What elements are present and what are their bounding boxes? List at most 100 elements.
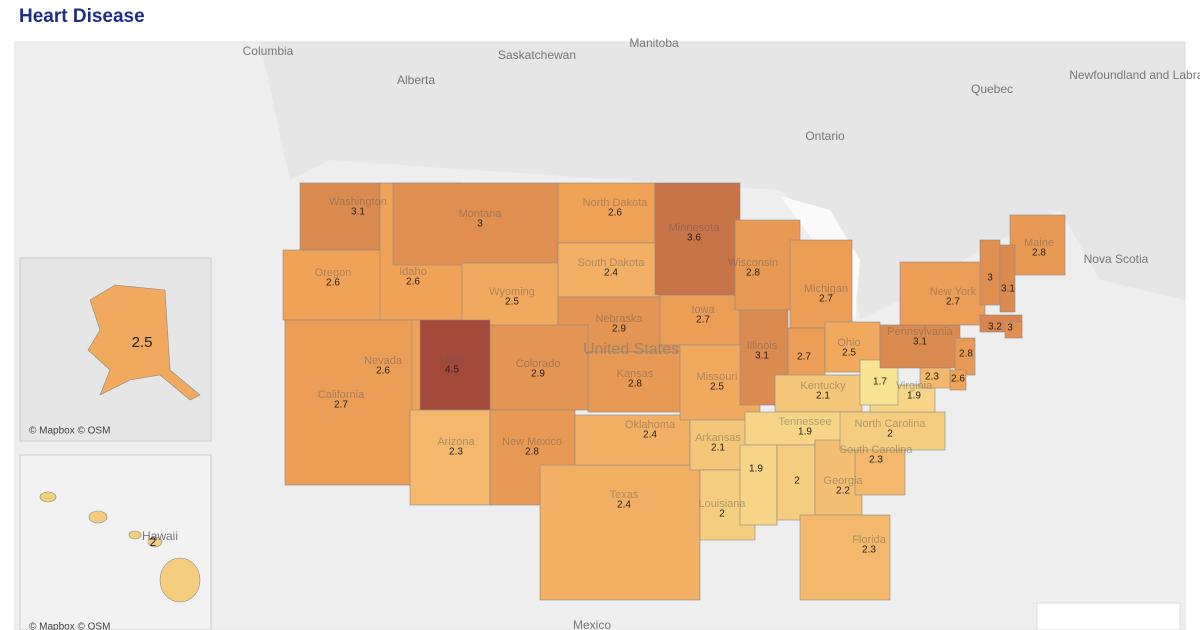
basemap-label: Quebec [971, 82, 1013, 96]
state-value: 2.7 [797, 352, 811, 363]
basemap-label: Manitoba [629, 36, 679, 50]
state-name: Louisiana [698, 498, 746, 510]
state-value: 2.8 [1032, 248, 1046, 259]
state [899, 261, 986, 326]
state [282, 249, 383, 321]
state-name: South Dakota [578, 257, 646, 269]
state-value: 3 [987, 273, 993, 284]
state-value: 2.8 [525, 447, 539, 458]
hawaii-inset [19, 454, 212, 630]
state-value: 1.9 [907, 391, 921, 402]
state-name: Florida [852, 534, 887, 546]
dashboard-title: Heart Disease [19, 6, 145, 27]
state [1004, 321, 1023, 339]
hawaii-island [128, 530, 142, 540]
state-name: New York [930, 286, 977, 298]
state-name: Nevada [364, 355, 403, 367]
state-name: Maine [1024, 237, 1054, 249]
state [557, 242, 661, 298]
state-name: Georgia [823, 475, 863, 487]
basemap-label: Newfoundland and Labrador [1069, 68, 1200, 82]
state-name: South Carolina [840, 444, 914, 456]
basemap-label: Saskatchewan [498, 48, 576, 62]
state [539, 464, 701, 601]
state-name: Wisconsin [728, 257, 778, 269]
state-value: 2.9 [612, 324, 626, 335]
state-value: 3.1 [913, 337, 927, 348]
hawaii-value: 2 [150, 535, 157, 549]
state-name: Tennessee [778, 416, 831, 428]
state-value: 2.4 [604, 268, 618, 279]
state-name: Illinois [747, 340, 778, 352]
state-name: Arizona [437, 436, 475, 448]
state [1009, 214, 1066, 276]
state [284, 319, 413, 486]
state-value: 2.7 [819, 294, 833, 305]
state-value: 2.7 [696, 315, 710, 326]
alaska-shape [87, 284, 201, 401]
state-name: North Carolina [855, 418, 927, 430]
state [587, 351, 691, 413]
state-value: 3.1 [1001, 284, 1015, 295]
state-name: Colorado [516, 358, 561, 370]
state-value: 2.8 [746, 268, 760, 279]
state-value: 2.5 [842, 348, 856, 359]
state-value: 2.1 [711, 443, 725, 454]
state-name: Oklahoma [625, 419, 676, 431]
state-value: 1.7 [873, 377, 887, 388]
map-controls[interactable] [1036, 602, 1181, 630]
state-name: Oregon [315, 267, 352, 279]
state-value: 3 [1007, 323, 1013, 334]
state-value: 2.6 [406, 277, 420, 288]
state [919, 367, 951, 389]
state-value: 1.9 [749, 464, 763, 475]
state-name: Idaho [399, 266, 427, 278]
state-value: 2.4 [617, 500, 631, 511]
attribution: © Mapbox © OSM [29, 426, 110, 437]
state-value: 3 [477, 219, 483, 230]
state [419, 319, 491, 411]
state [659, 294, 741, 346]
state [739, 444, 778, 526]
state-value: 2.8 [628, 379, 642, 390]
state-value: 3.1 [351, 207, 365, 218]
state [654, 182, 741, 296]
state-name: Minnesota [669, 222, 721, 234]
state-value: 2.1 [816, 391, 830, 402]
hawaii-name: Hawaii [142, 529, 178, 543]
state [854, 444, 906, 496]
state-value: 2.3 [449, 447, 463, 458]
state [409, 409, 491, 506]
state-name: California [318, 389, 365, 401]
state-value: 2.4 [643, 430, 657, 441]
state [392, 182, 559, 266]
state-value: 2.8 [959, 349, 973, 360]
state-value: 2.2 [836, 486, 850, 497]
hawaii-island [88, 510, 108, 524]
state-names: Washington Oregon Idaho Montana Wyoming North… [315, 196, 1054, 546]
state-name: Montana [459, 208, 503, 220]
state [299, 182, 381, 251]
state [839, 411, 946, 451]
state-value: 2.6 [326, 278, 340, 289]
state-value: 2.5 [710, 382, 724, 393]
basemap-label: Nova Scotia [1084, 252, 1149, 266]
state-value: 4.5 [445, 365, 459, 376]
basemap-label: Columbia [243, 44, 294, 58]
state-value: 2.3 [862, 545, 876, 556]
state [557, 182, 656, 244]
state-name: Kansas [617, 368, 654, 380]
state-value: 3.1 [755, 351, 769, 362]
state-value: 2 [887, 429, 893, 440]
state-value: 2.6 [608, 208, 622, 219]
state-value: 2.3 [869, 455, 883, 466]
state-value: 1.9 [798, 427, 812, 438]
state-value: 2.3 [925, 372, 939, 383]
state-value: 2.6 [951, 374, 965, 385]
basemap-label: United States [583, 341, 679, 358]
state-name: Arkansas [695, 432, 741, 444]
hawaii-island [39, 491, 57, 503]
state-value: 3.6 [687, 233, 701, 244]
state-regions [282, 182, 1066, 601]
